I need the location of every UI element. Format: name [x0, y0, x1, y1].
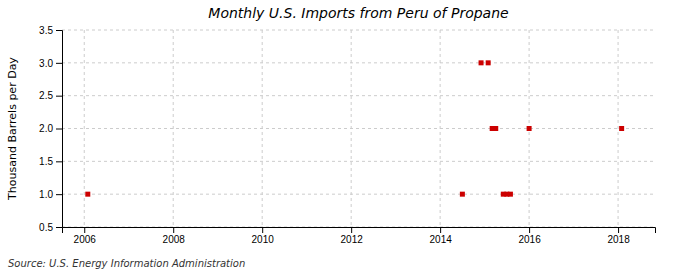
tick-label: 3.0 — [39, 58, 53, 69]
tick: 2010 — [252, 227, 275, 245]
y-axis-line — [56, 31, 63, 228]
grid-line — [62, 194, 655, 195]
grid-line — [62, 95, 655, 96]
tick-mark — [56, 96, 62, 97]
square-point — [479, 60, 484, 65]
x-axis-line — [63, 228, 656, 234]
square-point — [508, 192, 513, 197]
tick-label: 2018 — [607, 234, 630, 245]
tick-label: 0.5 — [39, 222, 53, 233]
tick: 1.5 — [39, 156, 62, 167]
grid-line — [62, 128, 655, 129]
tick-mark — [262, 227, 263, 233]
square-point — [486, 60, 491, 65]
grid-line — [62, 161, 655, 162]
tick-label: 2016 — [518, 234, 541, 245]
tick-label: 2.5 — [39, 90, 53, 101]
tick-mark — [529, 227, 530, 233]
square-point — [85, 192, 90, 197]
grid — [62, 30, 655, 227]
tick-label: 2014 — [430, 234, 453, 245]
tick: 2008 — [163, 227, 186, 245]
tick-mark — [84, 227, 85, 233]
tick-label: 1.5 — [39, 156, 53, 167]
grid-line — [173, 30, 174, 227]
tick: 2012 — [341, 227, 364, 245]
chart-container: 2006 2008 2010 2012 2014 2016 2018 0.5 1.0 1.5 2.0… — [0, 0, 675, 275]
tick: 0.5 — [39, 222, 62, 233]
tick: 3.0 — [39, 58, 62, 69]
tick-mark — [56, 129, 62, 130]
tick: 2.0 — [39, 123, 62, 134]
grid-line — [84, 30, 85, 227]
y-axis-label: Thousand Barrels per Day — [6, 57, 19, 201]
tick-mark — [56, 194, 62, 195]
grid-line — [440, 30, 441, 227]
square-point — [460, 192, 465, 197]
points — [85, 60, 624, 196]
tick: 1.0 — [39, 189, 62, 200]
tick-mark — [56, 161, 62, 162]
x-axis: 2006 2008 2010 2012 2014 2016 2018 — [63, 227, 656, 245]
square-point — [493, 126, 498, 131]
tick: 2014 — [430, 227, 453, 245]
source: Source: U.S. Energy Information Administ… — [8, 258, 245, 269]
tick: 2018 — [607, 227, 630, 245]
tick-label: 2006 — [74, 234, 97, 245]
grid-line — [262, 30, 263, 227]
tick: 2006 — [74, 227, 97, 245]
tick-mark — [618, 227, 619, 233]
tick-mark — [56, 30, 62, 31]
tick: 2.5 — [39, 90, 62, 101]
grid-line — [62, 62, 655, 63]
tick: 3.5 — [39, 25, 62, 36]
tick-mark — [56, 227, 62, 228]
tick-label: 2008 — [163, 234, 186, 245]
tick-label: 1.0 — [39, 189, 53, 200]
grid-line — [351, 30, 352, 227]
plot: 2006 2008 2010 2012 2014 2016 2018 0.5 1.0 1.5 2.0… — [39, 25, 655, 245]
tick-mark — [351, 227, 352, 233]
chart: 2006 2008 2010 2012 2014 2016 2018 0.5 1.0 1.5 2.0… — [0, 0, 675, 275]
grid-line — [62, 30, 655, 31]
tick-mark — [173, 227, 174, 233]
tick-label: 2010 — [252, 234, 275, 245]
square-point — [619, 126, 624, 131]
tick-mark — [56, 63, 62, 64]
square-point — [527, 126, 532, 131]
y-axis: 0.5 1.0 1.5 2.0 2.5 3.0 3.5 — [39, 25, 62, 233]
tick: 2016 — [518, 227, 541, 245]
tick-label: 3.5 — [39, 25, 53, 36]
tick-label: 2.0 — [39, 123, 53, 134]
tick-label: 2012 — [341, 234, 364, 245]
tick-mark — [440, 227, 441, 233]
title: Monthly U.S. Imports from Peru of Propan… — [208, 5, 508, 21]
grid-line — [618, 30, 619, 227]
